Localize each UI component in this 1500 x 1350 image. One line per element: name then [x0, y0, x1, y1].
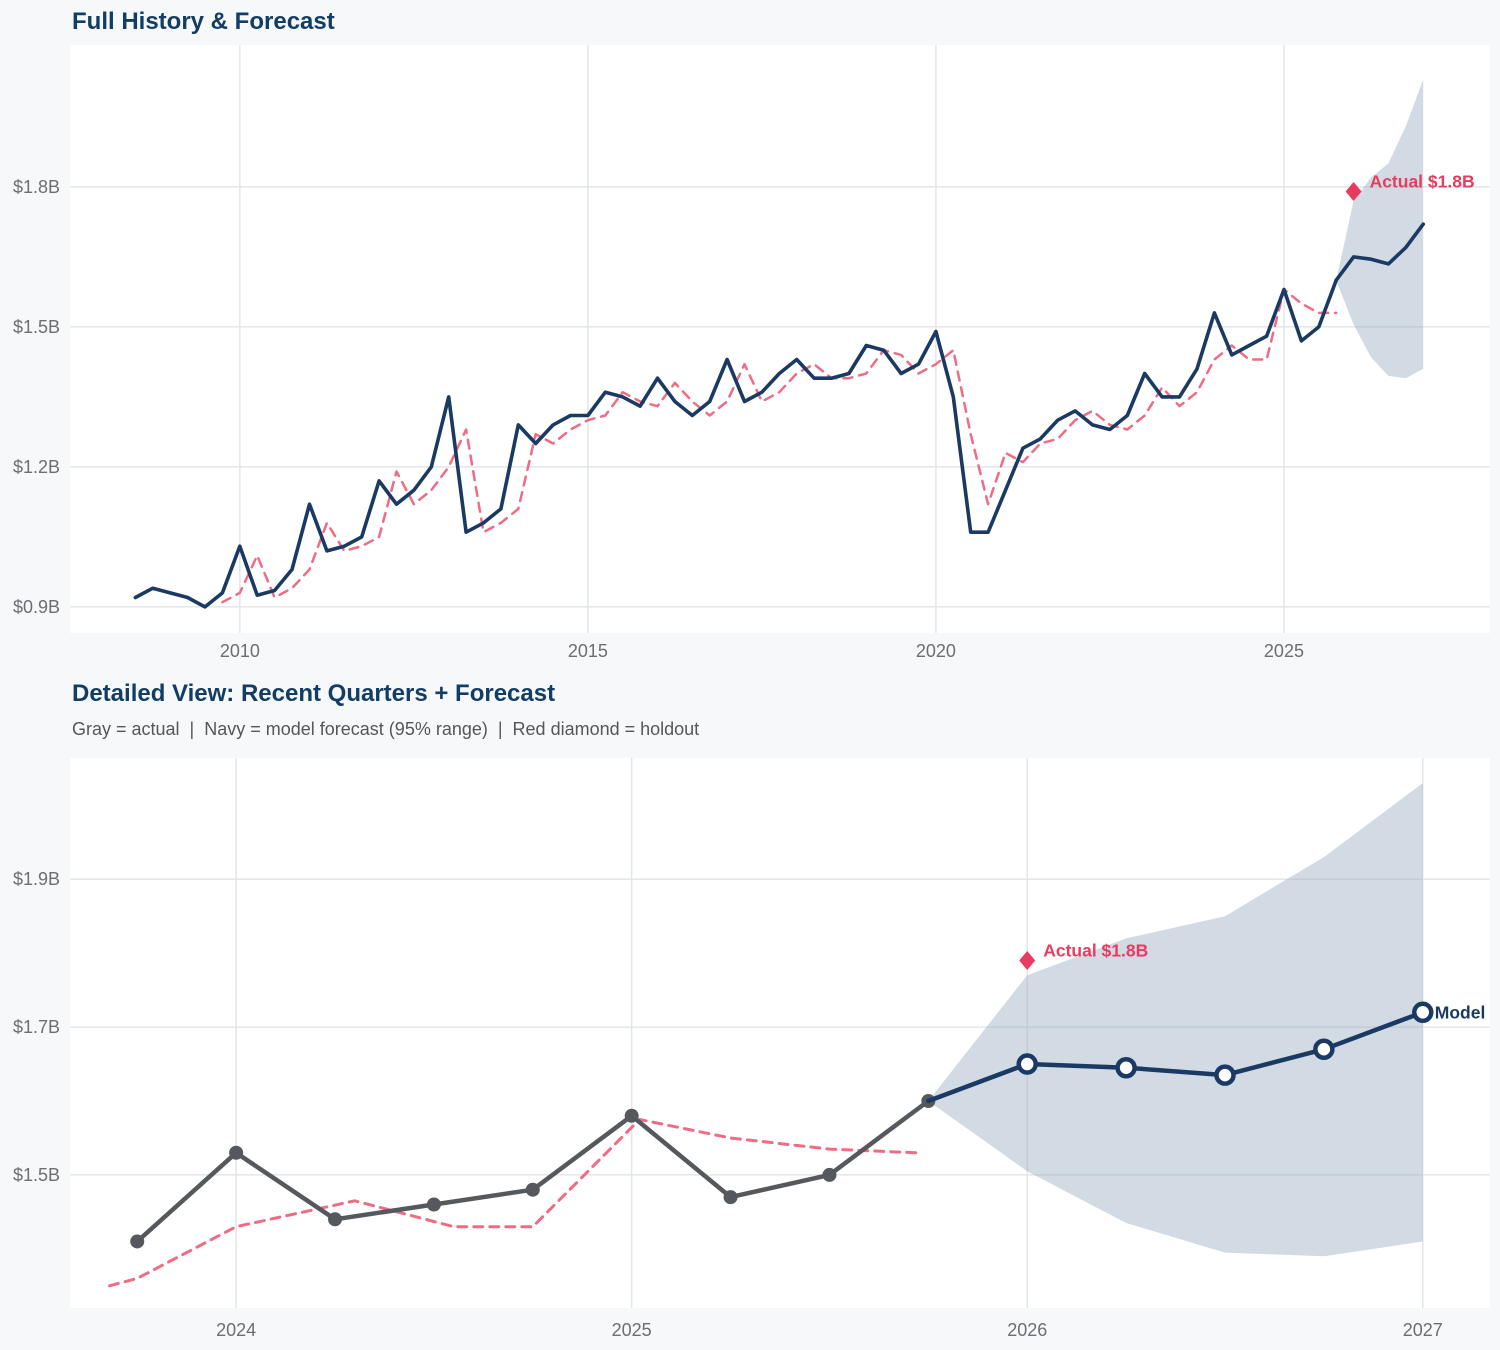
top-actual-line [133, 278, 1338, 609]
bottom-chart: Model Actual $1.8B 2024 2025 2026 2027 $1.5B $1… [13, 758, 1490, 1340]
top-plot-area [70, 45, 1490, 633]
top-x-tick-label: 2020 [916, 641, 956, 661]
bottom-naive-forecast-line [108, 1118, 918, 1288]
bottom-y-tick-label: $1.9B [13, 869, 60, 889]
top-holdout-diamond-icon [1345, 182, 1362, 202]
top-x-tick-label: 2010 [220, 641, 260, 661]
top-x-tick-label: 2015 [568, 641, 608, 661]
top-y-tick-label: $1.8B [13, 177, 60, 197]
top-holdout-annotation: Actual $1.8B [1370, 172, 1475, 192]
top-x-tick-label: 2025 [1264, 641, 1304, 661]
bottom-y-tick-label: $1.5B [13, 1165, 60, 1185]
bottom-actual-marker [525, 1182, 540, 1197]
bottom-model-forecast-marker [1214, 1064, 1236, 1086]
bottom-x-tick-label: 2026 [1007, 1320, 1047, 1340]
bottom-x-tick-label: 2024 [216, 1320, 256, 1340]
bottom-model-label: Model [1435, 1002, 1486, 1022]
top-chart: Actual $1.8B 2010 2015 2020 2025 $0.9B $1.2B $1… [13, 45, 1490, 661]
top-chart-title: Full History & Forecast [72, 8, 335, 35]
top-forecast-95-range [1336, 79, 1424, 379]
bottom-model-forecast-marker [1313, 1038, 1335, 1061]
bottom-forecast-95-range [928, 783, 1423, 1257]
bottom-model-forecast-marker [1016, 1053, 1038, 1075]
bottom-model-forecast-marker [1115, 1056, 1137, 1079]
bottom-actual-marker [723, 1190, 738, 1205]
bottom-chart-legend: Gray = actual | Navy = model forecast (9… [72, 719, 700, 739]
bottom-actual-marker [229, 1145, 244, 1160]
bottom-holdout-annotation: Actual $1.8B [1043, 941, 1148, 961]
bottom-model-forecast-line [926, 1010, 1426, 1104]
bottom-actual-marker [130, 1234, 145, 1249]
bottom-x-tick-label: 2025 [612, 1320, 652, 1340]
bottom-actual-marker [624, 1108, 639, 1123]
bottom-actual-marker [328, 1212, 343, 1227]
bottom-holdout-diamond-icon [1019, 951, 1036, 971]
top-y-tick-label: $1.5B [13, 317, 60, 337]
top-y-tick-label: $0.9B [13, 597, 60, 617]
bottom-actual-marker [426, 1197, 441, 1212]
bottom-plot-area [70, 758, 1490, 1308]
top-naive-forecast-line [221, 288, 1338, 604]
top-model-forecast-line [1334, 222, 1425, 283]
bottom-chart-title: Detailed View: Recent Quarters + Forecas… [72, 680, 556, 707]
bottom-y-tick-label: $1.7B [13, 1017, 60, 1037]
bottom-actual-marker [822, 1167, 837, 1182]
bottom-x-tick-label: 2027 [1403, 1320, 1443, 1340]
bottom-model-forecast-marker [1412, 1001, 1434, 1024]
top-y-tick-label: $1.2B [13, 457, 60, 477]
